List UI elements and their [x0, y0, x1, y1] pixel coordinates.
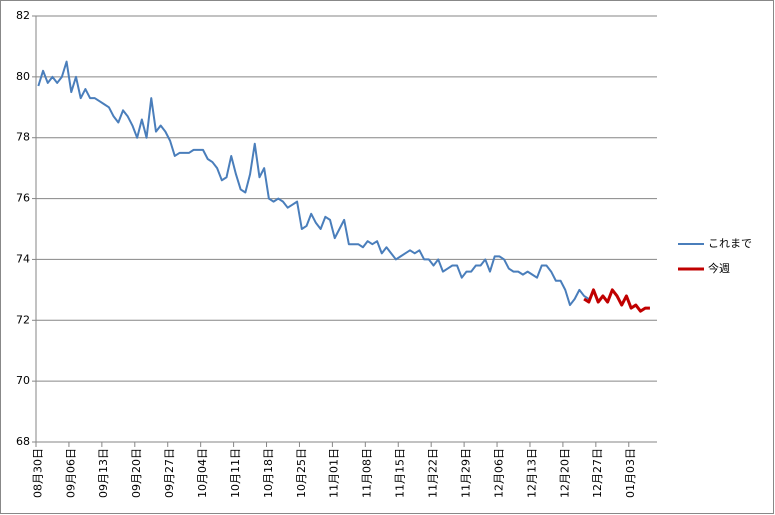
- x-tick-label: 09月13日: [97, 448, 110, 498]
- line-series: [583, 288, 650, 313]
- x-tick-label: 12月13日: [525, 448, 538, 498]
- x-tick-label: 12月20日: [558, 448, 571, 498]
- x-tick-label: 10月18日: [262, 448, 275, 498]
- y-tick-label: 82: [16, 9, 30, 22]
- y-tick-label: 80: [16, 70, 30, 83]
- x-tick-label: 10月11日: [229, 448, 242, 498]
- y-tick-label: 70: [16, 374, 30, 387]
- x-tick-label: 01月03日: [624, 448, 637, 498]
- y-tick-label: 72: [16, 313, 30, 326]
- x-tick-label: 09月20日: [130, 448, 143, 498]
- legend-label: これまで: [708, 237, 752, 250]
- y-tick-label: 68: [16, 435, 30, 448]
- x-tick-label: 10月04日: [196, 448, 209, 498]
- x-tick-label: 12月06日: [492, 448, 505, 498]
- y-tick-label: 74: [16, 252, 30, 265]
- line-series: [37, 60, 590, 307]
- y-tick-label: 78: [16, 131, 30, 144]
- x-tick-label: 08月30日: [31, 448, 44, 498]
- x-tick-label: 10月25日: [295, 448, 308, 498]
- x-tick-label: 11月01日: [328, 448, 341, 498]
- x-tick-label: 11月29日: [459, 448, 472, 498]
- x-tick-label: 09月27日: [163, 448, 176, 498]
- x-tick-label: 11月15日: [394, 448, 407, 498]
- x-tick-label: 11月08日: [361, 448, 374, 498]
- x-tick-label: 09月06日: [64, 448, 77, 498]
- x-tick-label: 12月27日: [591, 448, 604, 498]
- x-tick-label: 11月22日: [427, 448, 440, 498]
- y-tick-label: 76: [16, 192, 30, 205]
- legend-label: 今週: [708, 261, 730, 275]
